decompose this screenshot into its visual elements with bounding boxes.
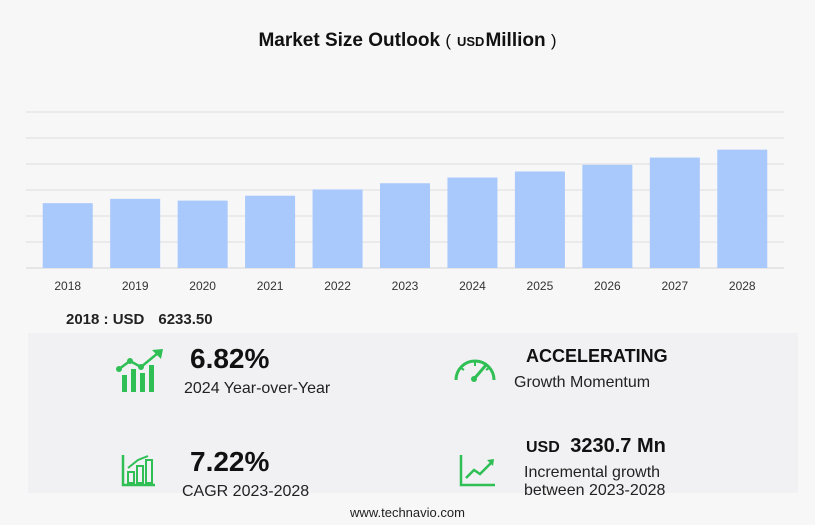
unit-usd: USD (457, 34, 485, 49)
momentum-label: Growth Momentum (514, 374, 651, 391)
incremental-kpi: USD 3230.7 Mn (526, 435, 666, 458)
trend-line-icon (459, 455, 495, 487)
incremental-currency: USD (526, 439, 560, 456)
base-year-number: 6233.50 (158, 311, 213, 328)
cagr-label: CAGR 2023-2028 (182, 483, 310, 500)
x-tick-label: 2023 (392, 279, 419, 293)
x-tick-label: 2022 (324, 279, 351, 293)
x-tick-label: 2028 (729, 279, 756, 293)
unit-million: Million (485, 30, 546, 51)
bar-2022 (312, 189, 363, 268)
bar-2027 (649, 157, 700, 268)
incremental-value: 3230.7 Mn (570, 435, 666, 457)
x-tick-label: 2027 (661, 279, 688, 293)
unit-open: ( (445, 31, 451, 50)
x-tick-label: 2021 (257, 279, 284, 293)
bar-2021 (245, 195, 296, 268)
bar-2020 (177, 200, 228, 268)
source-footer: www.technavio.com (350, 505, 465, 520)
bar-2028 (717, 149, 768, 268)
x-tick-label: 2018 (54, 279, 81, 293)
yoy-label: 2024 Year-over-Year (184, 380, 331, 397)
momentum-label-wrap: Growth Momentum (514, 374, 650, 392)
base-year-label: 2018 : USD (66, 311, 145, 328)
yoy-label-wrap: 2024 Year-over-Year (184, 380, 330, 398)
x-tick-label: 2024 (459, 279, 486, 293)
x-tick-label: 2020 (189, 279, 216, 293)
growth-chart-icon (116, 349, 163, 392)
incremental-label-1: Incremental growth (524, 464, 661, 481)
bar-2018 (42, 203, 93, 268)
cagr-kpi: 7.22% (190, 446, 269, 478)
bar-2019 (110, 198, 161, 268)
momentum-value: ACCELERATING (526, 346, 668, 366)
bar-2024 (447, 177, 498, 268)
bar-2026 (582, 164, 633, 268)
cagr-label-wrap: CAGR 2023-2028 (182, 483, 309, 501)
yoy-value: 6.82% (190, 343, 270, 374)
speedometer-icon (454, 359, 496, 382)
cagr-value: 7.22% (190, 446, 270, 477)
bar-2023 (380, 183, 430, 268)
bar-2025 (514, 171, 565, 268)
stats-panel (28, 333, 798, 493)
chart-title: Market Size Outlook ( USDMillion ) (0, 30, 815, 52)
momentum-kpi: ACCELERATING (526, 346, 668, 367)
bar-chart: 2018 2019 2020 2021 2022 2023 2024 2025 2026 2027… (26, 111, 784, 293)
unit-close: ) (550, 31, 557, 50)
base-year-value: 2018 : USD 6233.50 (66, 311, 213, 328)
title-text: Market Size Outlook (258, 30, 441, 51)
yoy-kpi: 6.82% (190, 343, 269, 375)
incremental-label-2: between 2023-2028 (524, 482, 666, 499)
incremental-label-wrap: Incremental growth between 2023-2028 (524, 464, 665, 500)
bar-growth-icon (121, 455, 155, 487)
x-tick-label: 2025 (527, 279, 554, 293)
x-tick-label: 2026 (594, 279, 621, 293)
x-tick-label: 2019 (122, 279, 149, 293)
